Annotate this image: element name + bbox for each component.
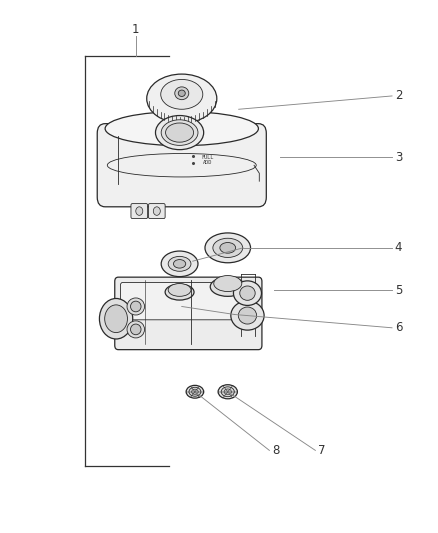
- Ellipse shape: [166, 123, 194, 142]
- Ellipse shape: [214, 276, 242, 292]
- Ellipse shape: [231, 301, 264, 330]
- Circle shape: [136, 207, 143, 215]
- Ellipse shape: [168, 256, 191, 271]
- Ellipse shape: [131, 324, 141, 335]
- Ellipse shape: [99, 298, 133, 339]
- Ellipse shape: [105, 153, 258, 183]
- Ellipse shape: [178, 90, 185, 96]
- Ellipse shape: [220, 243, 236, 253]
- Ellipse shape: [127, 321, 145, 338]
- Ellipse shape: [168, 284, 191, 296]
- Ellipse shape: [175, 87, 189, 100]
- Text: 1: 1: [132, 23, 140, 36]
- FancyBboxPatch shape: [97, 124, 266, 207]
- Ellipse shape: [238, 307, 257, 324]
- Ellipse shape: [161, 79, 203, 109]
- Ellipse shape: [240, 286, 255, 300]
- Text: 5: 5: [395, 284, 402, 297]
- Ellipse shape: [186, 385, 204, 398]
- Ellipse shape: [161, 120, 198, 146]
- Ellipse shape: [189, 387, 201, 396]
- Ellipse shape: [127, 298, 145, 315]
- Text: 3: 3: [395, 151, 402, 164]
- FancyBboxPatch shape: [115, 277, 262, 350]
- Text: FULL
ADD: FULL ADD: [202, 155, 214, 165]
- Ellipse shape: [210, 277, 245, 296]
- Ellipse shape: [205, 233, 251, 263]
- Circle shape: [153, 207, 160, 215]
- Text: 4: 4: [395, 241, 403, 254]
- Ellipse shape: [221, 387, 234, 397]
- FancyBboxPatch shape: [131, 204, 148, 219]
- Ellipse shape: [218, 385, 237, 399]
- Ellipse shape: [131, 301, 141, 312]
- FancyBboxPatch shape: [120, 282, 256, 320]
- Ellipse shape: [165, 284, 194, 300]
- Ellipse shape: [155, 116, 204, 150]
- Ellipse shape: [173, 260, 186, 268]
- Ellipse shape: [105, 305, 127, 333]
- Text: 8: 8: [272, 444, 279, 457]
- Ellipse shape: [213, 238, 243, 257]
- Ellipse shape: [224, 389, 231, 394]
- Text: 6: 6: [395, 321, 403, 334]
- Ellipse shape: [191, 389, 198, 394]
- Ellipse shape: [161, 251, 198, 277]
- Ellipse shape: [147, 74, 217, 123]
- Ellipse shape: [233, 281, 261, 305]
- Ellipse shape: [105, 111, 258, 146]
- Text: 7: 7: [318, 444, 326, 457]
- FancyBboxPatch shape: [148, 204, 165, 219]
- Text: 2: 2: [395, 90, 403, 102]
